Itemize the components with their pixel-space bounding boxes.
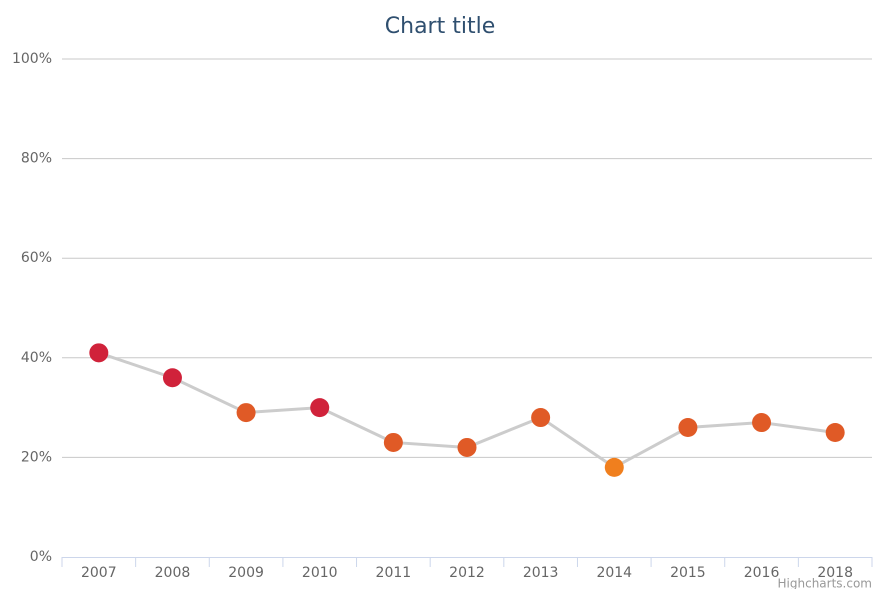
credits[interactable]: Highcharts.com — [778, 577, 872, 589]
y-tick-label: 80% — [21, 151, 52, 167]
y-tick-label: 0% — [30, 549, 52, 565]
x-tick-label: 2008 — [155, 565, 191, 581]
y-tick-label: 20% — [21, 449, 52, 465]
y-tick-label: 100% — [12, 51, 52, 67]
x-tick-label: 2012 — [449, 565, 485, 581]
x-tick-label: 2010 — [302, 565, 338, 581]
data-point — [383, 432, 403, 452]
data-point — [310, 398, 330, 418]
x-tick-label: 2015 — [670, 565, 706, 581]
y-tick-label: 40% — [21, 350, 52, 366]
data-point — [604, 457, 624, 477]
chart-title: Chart title — [385, 14, 495, 39]
data-point — [752, 413, 772, 433]
data-point — [531, 408, 551, 428]
data-point — [825, 423, 845, 442]
x-tick-label: 2007 — [81, 565, 117, 581]
data-point — [162, 368, 182, 388]
y-tick-label: 60% — [21, 250, 52, 266]
data-point — [89, 343, 109, 363]
data-point — [678, 418, 698, 438]
x-tick-label: 2016 — [744, 565, 780, 581]
x-tick-label: 2018 — [817, 565, 853, 581]
x-tick-label: 2009 — [228, 565, 264, 581]
x-tick-label: 2011 — [376, 565, 412, 581]
x-tick-label: 2013 — [523, 565, 559, 581]
data-point — [236, 403, 256, 423]
x-tick-label: 2014 — [596, 565, 632, 581]
data-point — [457, 437, 477, 457]
